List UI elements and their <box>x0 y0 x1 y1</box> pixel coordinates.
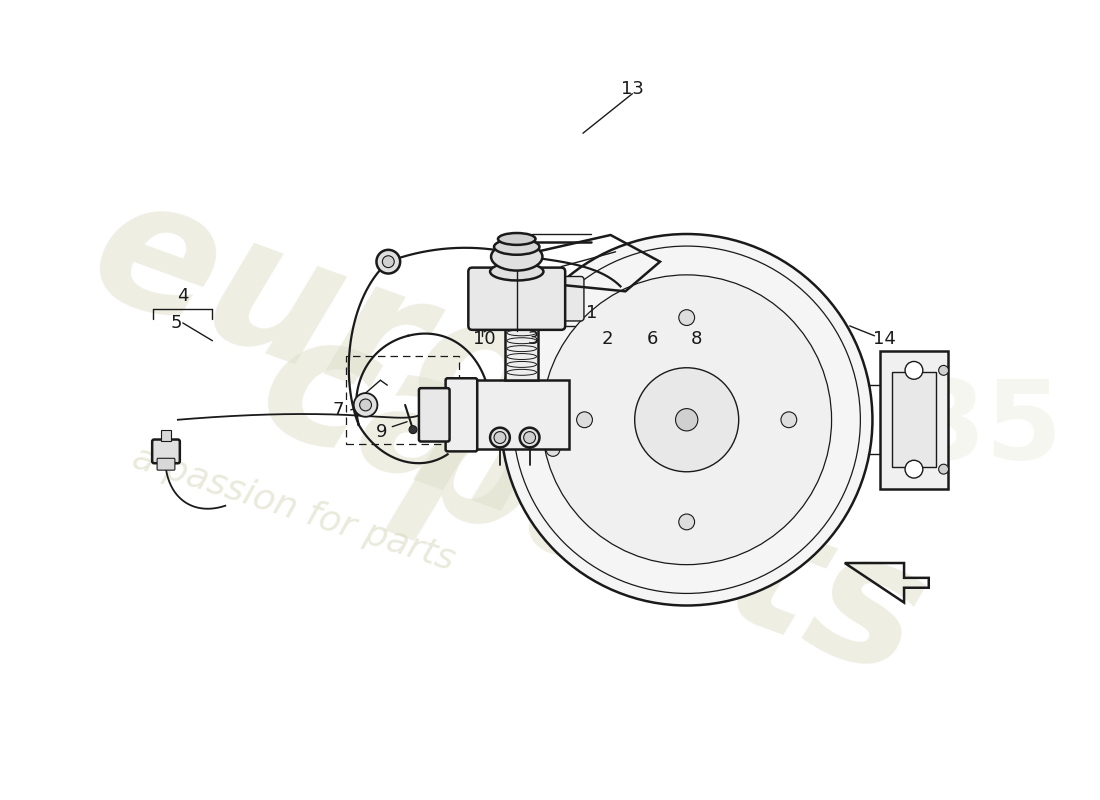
Circle shape <box>494 432 506 443</box>
FancyBboxPatch shape <box>446 378 477 451</box>
Circle shape <box>524 432 536 443</box>
Circle shape <box>354 393 377 417</box>
Bar <box>880 350 947 489</box>
Text: car: car <box>238 293 596 566</box>
FancyBboxPatch shape <box>152 439 179 463</box>
Circle shape <box>542 275 832 565</box>
Text: 8: 8 <box>691 330 702 348</box>
Circle shape <box>938 366 948 375</box>
Ellipse shape <box>498 233 536 245</box>
FancyBboxPatch shape <box>469 268 565 330</box>
Text: 13: 13 <box>620 80 644 98</box>
FancyBboxPatch shape <box>157 458 175 470</box>
Bar <box>475 380 569 450</box>
Text: parts: parts <box>385 364 947 712</box>
Circle shape <box>781 412 796 428</box>
Circle shape <box>635 368 739 472</box>
Circle shape <box>576 412 593 428</box>
Text: 3: 3 <box>528 330 539 348</box>
Circle shape <box>360 399 372 411</box>
Text: 7: 7 <box>332 401 343 419</box>
Ellipse shape <box>491 262 543 281</box>
Text: euro: euro <box>69 159 565 483</box>
Text: 5: 5 <box>170 314 182 332</box>
Circle shape <box>905 362 923 379</box>
Circle shape <box>938 464 948 474</box>
Circle shape <box>519 428 539 447</box>
Bar <box>345 355 460 445</box>
Text: 4: 4 <box>177 287 188 306</box>
Circle shape <box>546 383 560 397</box>
Text: 14: 14 <box>873 330 895 348</box>
Text: 35: 35 <box>909 375 1064 482</box>
Ellipse shape <box>491 243 542 270</box>
Ellipse shape <box>494 239 539 254</box>
Text: 9: 9 <box>375 422 387 441</box>
Bar <box>892 372 936 467</box>
Text: 2: 2 <box>602 330 614 348</box>
Circle shape <box>675 409 697 431</box>
Text: a passion for parts: a passion for parts <box>129 441 460 577</box>
Circle shape <box>500 234 872 606</box>
Bar <box>161 430 170 442</box>
Circle shape <box>679 514 694 530</box>
Circle shape <box>376 250 400 274</box>
Circle shape <box>516 246 538 268</box>
Text: 10: 10 <box>473 330 495 348</box>
FancyBboxPatch shape <box>553 277 584 321</box>
Bar <box>505 326 539 380</box>
Circle shape <box>679 310 694 326</box>
Circle shape <box>409 426 417 434</box>
Circle shape <box>905 460 923 478</box>
Circle shape <box>491 428 509 447</box>
Circle shape <box>546 442 560 456</box>
Text: 1: 1 <box>586 304 597 322</box>
Text: 6: 6 <box>647 330 658 348</box>
Circle shape <box>383 256 394 268</box>
FancyBboxPatch shape <box>419 388 450 442</box>
